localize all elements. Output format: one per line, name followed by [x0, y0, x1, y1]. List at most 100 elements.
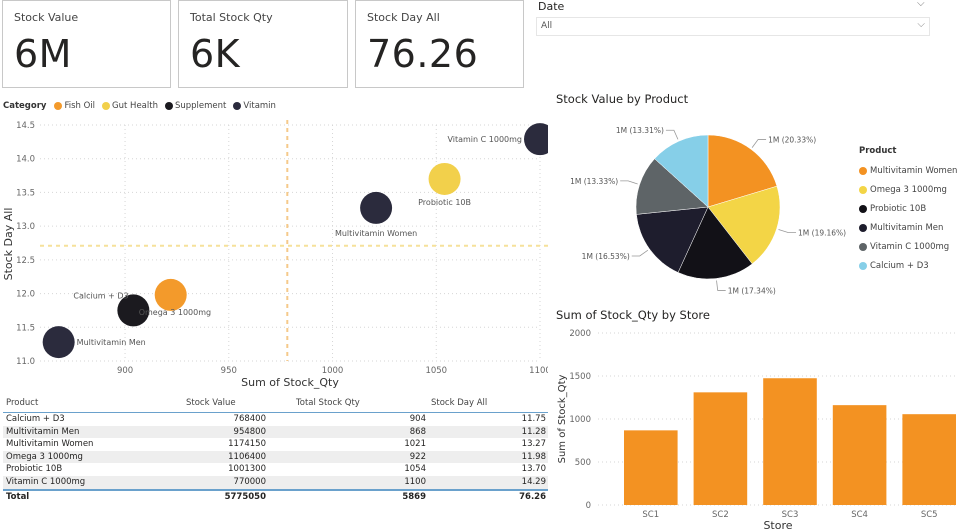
pie-legend-item[interactable]: Multivitamin Women	[859, 161, 957, 180]
total-label: Total	[6, 491, 30, 502]
legend-dot-icon	[859, 242, 867, 251]
cell-product: Multivitamin Men	[6, 426, 80, 437]
kpi-card-total-stock-qty[interactable]: Total Stock Qty 6K	[178, 0, 348, 88]
legend-item-gut-health[interactable]: Gut Health	[102, 101, 158, 111]
pie-slice[interactable]	[636, 206, 709, 273]
table-row[interactable]: Multivitamin Women 1174150 1021 13.27	[3, 438, 548, 451]
bar-sc5[interactable]	[902, 414, 956, 505]
y-tick-label: 11.5	[16, 323, 35, 333]
scatter-legend: Category Fish Oil Gut Health Supplement …	[3, 101, 279, 111]
pie-legend-item[interactable]: Calcium + D3	[859, 256, 957, 275]
legend-label: Calcium + D3	[870, 260, 929, 271]
x-axis-title: Sum of Stock_Qty	[241, 376, 339, 389]
pie-chart[interactable]: 1M (20.33%) 1M (19.16%) 1M (17.34%) 1M (16.…	[560, 112, 850, 302]
scatter-chart[interactable]: Calcium + D3 Multivitamin Men Multivitamin…	[0, 112, 548, 392]
y-tick-label: 1000	[569, 415, 591, 425]
scatter-point-label: Vitamin C 1000mg	[447, 135, 522, 144]
pie-legend-item[interactable]: Probiotic 10B	[859, 199, 957, 218]
x-tick-label: 900	[117, 366, 133, 376]
table-total-row: Total 5775050 5869 76.26	[3, 488, 548, 502]
slicer-collapse-chevron-icon[interactable]: ⌵	[917, 0, 925, 9]
column-header-product[interactable]: Product	[6, 398, 39, 408]
table-row[interactable]: Vitamin C 1000mg 770000 1100 14.29	[3, 475, 548, 489]
y-tick-label: 13.0	[16, 222, 35, 232]
x-tick-label: 1100	[529, 366, 548, 376]
table-header-row: Product Stock Value Total Stock Qty Stoc…	[3, 394, 548, 413]
bar-sc1[interactable]	[624, 430, 678, 505]
legend-item-vitamin[interactable]: Vitamin	[233, 101, 276, 111]
legend-label: Fish Oil	[64, 101, 96, 111]
pie-leader-line	[716, 280, 726, 291]
pie-leader-line	[751, 139, 767, 148]
kpi-card-stock-value[interactable]: Stock Value 6M	[2, 0, 171, 88]
legend-label: Supplement	[174, 101, 227, 111]
pie-leader-line	[620, 180, 638, 185]
legend-dot-icon	[54, 102, 63, 110]
bar-sc3[interactable]	[763, 378, 817, 505]
legend-label: Vitamin	[243, 101, 276, 111]
pie-data-label: 1M (17.34%)	[728, 286, 776, 295]
pie-slice[interactable]	[635, 158, 709, 215]
column-header-total-stock-qty[interactable]: Total Stock Qty	[296, 398, 360, 408]
x-axis-title: Store	[763, 519, 792, 531]
cell-total-stock-qty: 868	[409, 426, 426, 437]
cell-stock-value: 1106400	[228, 451, 266, 462]
legend-item-supplement[interactable]: Supplement	[164, 101, 227, 111]
cell-total-stock-qty: 1100	[404, 476, 426, 487]
cell-product: Multivitamin Women	[6, 439, 94, 450]
date-slicer-dropdown[interactable]: All ⌵	[536, 17, 930, 36]
column-header-stock-value[interactable]: Stock Value	[186, 398, 236, 408]
bar-sc4[interactable]	[832, 405, 887, 505]
legend-dot-icon	[859, 261, 867, 270]
scatter-point-label: Omega 3 1000mg	[139, 308, 211, 317]
bar-sc2[interactable]	[693, 392, 748, 505]
pie-legend-title: Product	[859, 146, 897, 156]
legend-title: Category	[3, 101, 47, 111]
pie-data-label: 1M (16.53%)	[582, 252, 630, 261]
pie-data-label: 1M (13.33%)	[570, 177, 618, 186]
x-tick-label: SC2	[712, 510, 729, 520]
scatter-point[interactable]	[524, 123, 548, 156]
x-tick-label: 1050	[425, 366, 447, 376]
kpi-value: 6M	[14, 32, 72, 76]
scatter-point-label: Calcium + D3	[73, 291, 128, 300]
table-row[interactable]: Calcium + D3 768400 904 11.75	[3, 413, 548, 426]
y-tick-label: 11.0	[16, 357, 35, 367]
pie-legend-item[interactable]: Omega 3 1000mg	[859, 180, 957, 199]
cell-stock-day-all: 13.27	[521, 439, 546, 450]
pie-slice[interactable]	[654, 134, 709, 208]
pie-leader-line	[665, 129, 679, 140]
cell-total-stock-qty: 922	[409, 451, 426, 462]
scatter-point[interactable]	[42, 326, 75, 359]
y-tick-label: 14.5	[16, 121, 35, 131]
x-tick-label: 1000	[322, 366, 344, 376]
legend-item-fish-oil[interactable]: Fish Oil	[54, 101, 95, 111]
pie-slice[interactable]	[707, 185, 781, 265]
kpi-label: Stock Day All	[367, 11, 440, 24]
scatter-point[interactable]	[428, 162, 461, 195]
pie-data-label: 1M (20.33%)	[768, 136, 816, 145]
product-table[interactable]: Product Stock Value Total Stock Qty Stoc…	[3, 394, 548, 502]
pie-leader-line	[631, 249, 649, 257]
cell-stock-day-all: 11.98	[521, 451, 546, 462]
cell-stock-value: 954800	[233, 426, 266, 437]
scatter-point[interactable]	[360, 191, 393, 224]
bar-chart[interactable]: 0 500 1000 1500 2000 SC1 SC2 SC3 SC4 SC5 Store Su…	[550, 321, 960, 531]
date-slicer-title: Date	[538, 0, 565, 13]
pie-chart-title: Stock Value by Product	[556, 92, 689, 106]
scatter-point[interactable]	[154, 278, 187, 311]
pie-legend-item[interactable]: Vitamin C 1000mg	[859, 237, 957, 256]
x-tick-label: 950	[221, 366, 237, 376]
table-row[interactable]: Multivitamin Men 954800 868 11.28	[3, 425, 548, 439]
cell-stock-value: 1174150	[228, 439, 266, 450]
scatter-point[interactable]	[117, 294, 150, 327]
pie-legend-item[interactable]: Multivitamin Men	[859, 218, 957, 237]
kpi-value: 76.26	[367, 32, 479, 76]
pie-slice[interactable]	[677, 206, 753, 280]
table-row[interactable]: Omega 3 1000mg 1106400 922 11.98	[3, 450, 548, 464]
chevron-down-icon: ⌵	[917, 19, 925, 30]
column-header-stock-day-all[interactable]: Stock Day All	[431, 398, 488, 408]
table-row[interactable]: Probiotic 10B 1001300 1054 13.70	[3, 463, 548, 476]
kpi-card-stock-day-all[interactable]: Stock Day All 76.26	[355, 0, 524, 88]
pie-slice[interactable]	[707, 134, 778, 208]
